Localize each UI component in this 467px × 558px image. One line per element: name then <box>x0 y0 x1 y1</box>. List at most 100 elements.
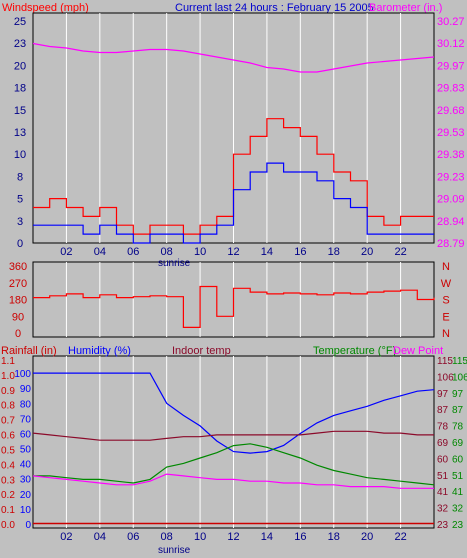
x-tick-label: 08 <box>161 531 173 543</box>
x-tick-label: 22 <box>394 246 406 258</box>
rain-tick-label: 0.9 <box>1 386 15 397</box>
barometer-tick-label: 28.79 <box>437 238 465 250</box>
temp-tick-label-b: 32 <box>452 504 464 515</box>
compass-tick-label: N <box>442 328 450 340</box>
temp-tick-label-a: 106 <box>437 372 454 383</box>
barometer-tick-label: 29.09 <box>437 194 465 206</box>
wind-tick-label: 0 <box>17 238 23 250</box>
series-line-red <box>33 118 434 235</box>
temp-tick-label-b: 51 <box>452 471 464 482</box>
temp-tick-label-a: 78 <box>437 422 449 433</box>
humidity-tick-label: 10 <box>20 505 32 516</box>
rain-tick-label: 0.5 <box>1 445 15 456</box>
series-line-blue <box>33 372 435 454</box>
direction-tick-label: 180 <box>9 295 27 307</box>
x-tick-label: 16 <box>294 246 306 258</box>
temp-tick-label-a: 97 <box>437 389 449 400</box>
humidity-tick-label: 90 <box>20 384 32 395</box>
temp-tick-label-a: 41 <box>437 487 449 498</box>
wind-tick-label: 15 <box>14 105 26 117</box>
wind-tick-label: 10 <box>14 149 26 161</box>
barometer-tick-label: 29.38 <box>437 149 465 161</box>
humidity-tick-label: 30 <box>20 475 32 486</box>
x-tick-label: 04 <box>94 531 106 543</box>
temp-tick-label-a: 23 <box>437 520 449 531</box>
x-tick-label: 22 <box>394 531 406 543</box>
humidity-tick-label: 100 <box>14 369 31 380</box>
sunrise-label-top: sunrise <box>158 258 191 269</box>
direction-tick-label: 0 <box>15 328 21 340</box>
temp-tick-label-b: 97 <box>452 389 464 400</box>
direction-tick-label: 360 <box>9 261 27 273</box>
x-tick-label: 14 <box>261 531 273 543</box>
humidity-label: Humidity (%) <box>68 345 131 357</box>
x-tick-label: 12 <box>227 246 239 258</box>
windspeed-axis-label: Windspeed (mph) <box>2 2 89 14</box>
temp-tick-label-a: 32 <box>437 504 449 515</box>
x-tick-label: 16 <box>294 531 306 543</box>
x-tick-label: 12 <box>227 531 239 543</box>
compass-tick-label: N <box>442 261 450 273</box>
compass-tick-label: S <box>442 295 449 307</box>
x-tick-label: 18 <box>328 531 340 543</box>
rain-tick-label: 1.1 <box>1 356 15 367</box>
temp-tick-label-b: 78 <box>452 422 464 433</box>
barometer-tick-label: 29.97 <box>437 60 465 72</box>
compass-tick-label: E <box>442 311 449 323</box>
x-tick-label: 02 <box>60 531 72 543</box>
humidity-tick-label: 40 <box>20 460 32 471</box>
wind-tick-label: 3 <box>17 216 23 228</box>
chart-title: Current last 24 hours : February 15 2005 <box>175 2 374 14</box>
series-line-green <box>33 443 435 486</box>
direction-tick-label: 90 <box>12 311 24 323</box>
sunrise-label-bottom: sunrise <box>158 545 191 556</box>
temp-tick-label-a: 115 <box>437 356 453 367</box>
temp-tick-label-b: 23 <box>452 520 464 531</box>
x-tick-label: 14 <box>261 246 273 258</box>
humidity-tick-label: 20 <box>20 490 32 501</box>
wind-tick-label: 5 <box>17 194 23 206</box>
series-line-magenta <box>32 42 435 73</box>
humidity-tick-label: 50 <box>20 445 32 456</box>
temp-tick-label-b: 87 <box>452 405 464 416</box>
series-line-magenta <box>32 473 434 489</box>
direction-tick-label: 270 <box>9 278 27 290</box>
humidity-tick-label: 0 <box>25 520 31 531</box>
rain-tick-label: 1.0 <box>1 371 15 382</box>
humidity-tick-label: 60 <box>20 429 32 440</box>
barometer-tick-label: 28.94 <box>437 216 465 228</box>
temperature-label: Temperature (°F) <box>313 345 396 357</box>
barometer-tick-label: 29.23 <box>437 171 465 183</box>
x-tick-label: 10 <box>194 531 206 543</box>
wind-tick-label: 8 <box>17 171 23 183</box>
temp-tick-label-a: 60 <box>437 454 449 465</box>
rain-tick-label: 0.3 <box>1 475 15 486</box>
rain-tick-label: 0.0 <box>1 520 15 531</box>
wind-tick-label: 13 <box>14 127 26 139</box>
temp-tick-label-b: 41 <box>452 487 464 498</box>
barometer-tick-label: 29.53 <box>437 127 465 139</box>
x-tick-label: 02 <box>60 246 72 258</box>
direction-line <box>33 285 435 328</box>
rain-tick-label: 0.6 <box>1 431 15 442</box>
barometer-axis-label: Barometer (in.) <box>369 2 442 14</box>
wind-tick-label: 25 <box>14 16 26 28</box>
rain-tick-label: 0.2 <box>1 490 15 501</box>
rain-tick-label: 0.7 <box>1 416 15 427</box>
barometer-tick-label: 29.83 <box>437 83 465 95</box>
humidity-tick-label: 80 <box>20 399 32 410</box>
x-tick-label: 18 <box>328 246 340 258</box>
temp-tick-label-a: 51 <box>437 471 449 482</box>
barometer-tick-label: 29.68 <box>437 105 465 117</box>
rain-tick-label: 0.4 <box>1 460 15 471</box>
dew-point-label: Dew Point <box>393 345 443 357</box>
series-line-blue <box>33 162 434 244</box>
wind-tick-label: 18 <box>14 83 26 95</box>
barometer-tick-label: 30.27 <box>437 16 465 28</box>
rain-tick-label: 0.8 <box>1 401 15 412</box>
x-tick-label: 20 <box>361 246 373 258</box>
compass-tick-label: W <box>441 278 452 290</box>
temp-tick-label-b: 106 <box>452 372 467 383</box>
